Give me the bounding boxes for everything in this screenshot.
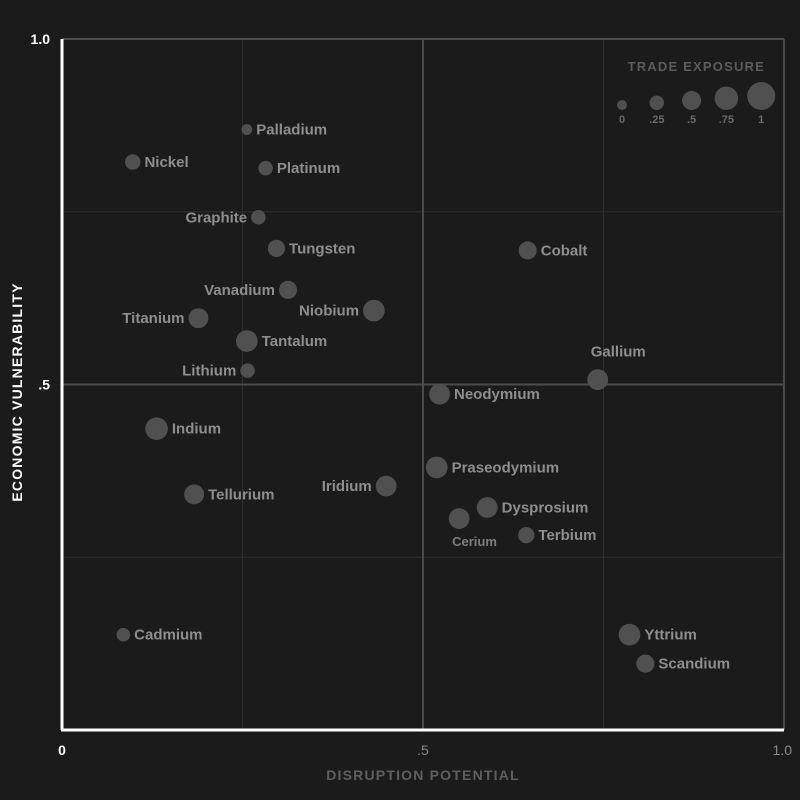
- legend-size-label: .75: [719, 114, 734, 126]
- y-tick-label: 1.0: [31, 31, 51, 47]
- data-point: [518, 526, 535, 544]
- legend-size-circle: [682, 91, 702, 110]
- legend-title: TRADE EXPOSURE: [628, 59, 765, 74]
- x-tick-label: .5: [417, 742, 429, 758]
- legend-size-circle: [714, 86, 739, 110]
- data-point: [240, 363, 255, 378]
- point-label: Gallium: [591, 343, 646, 360]
- point-label: Palladium: [256, 122, 327, 139]
- grid: [62, 38, 785, 730]
- point-label: Nickel: [144, 154, 188, 171]
- data-point: [251, 210, 266, 225]
- point-label: Neodymium: [454, 386, 540, 403]
- legend-size-circle: [649, 95, 665, 110]
- y-axis-title: ECONOMIC VULNERABILITY: [9, 282, 25, 501]
- data-point: [518, 241, 537, 260]
- data-point: [618, 623, 641, 646]
- x-tick-label: 1.0: [773, 742, 793, 758]
- data-points: [116, 124, 655, 673]
- point-label: Yttrium: [644, 627, 697, 644]
- x-tick-label: 0: [58, 742, 66, 758]
- data-point: [188, 308, 209, 329]
- point-label: Cadmium: [134, 627, 202, 644]
- legend-size-label: 1: [758, 114, 764, 126]
- data-point: [145, 417, 168, 441]
- legend-size-label: .25: [649, 114, 664, 126]
- data-point: [448, 508, 470, 529]
- y-tick-label: .5: [38, 377, 50, 393]
- point-label: Niobium: [299, 303, 359, 320]
- point-label: Dysprosium: [502, 499, 589, 516]
- axes: .5 1.0 0 .5 1.0: [31, 31, 793, 758]
- point-label: Vanadium: [204, 282, 275, 299]
- legend-size-circle: [617, 100, 627, 110]
- data-point: [375, 475, 397, 497]
- point-label: Tellurium: [208, 486, 274, 503]
- point-label: Platinum: [277, 160, 340, 177]
- point-label: Cerium: [452, 534, 497, 549]
- point-label: Praseodymium: [452, 459, 560, 476]
- point-label: Titanium: [122, 310, 184, 327]
- point-label: Graphite: [185, 209, 247, 226]
- point-label: Tantalum: [262, 333, 328, 350]
- point-label: Iridium: [322, 478, 372, 495]
- data-point: [429, 383, 451, 405]
- point-label: Terbium: [538, 527, 596, 544]
- legend-size-circle: [747, 82, 776, 110]
- point-label: Tungsten: [289, 240, 355, 257]
- data-point: [267, 239, 286, 257]
- data-point: [363, 299, 385, 322]
- point-label: Scandium: [658, 656, 730, 673]
- size-legend: TRADE EXPOSURE 0 .25 .5 .75 1: [617, 59, 776, 126]
- legend-size-label: 0: [619, 114, 625, 126]
- point-label: Cobalt: [541, 242, 588, 259]
- legend-size-label: .5: [687, 114, 696, 126]
- point-label: Indium: [172, 421, 221, 438]
- data-point: [125, 154, 141, 170]
- data-point: [425, 456, 448, 479]
- point-label: Lithium: [182, 363, 236, 380]
- data-point: [258, 160, 273, 176]
- data-point: [636, 654, 655, 673]
- data-point: [241, 124, 253, 135]
- data-point: [235, 330, 258, 352]
- data-point: [476, 497, 498, 518]
- data-point: [116, 627, 131, 642]
- data-point: [587, 369, 609, 391]
- x-axis-title: DISRUPTION POTENTIAL: [326, 767, 520, 783]
- data-point: [278, 280, 298, 299]
- point-labels: Palladium Nickel Platinum Graphite Tungsten C…: [122, 122, 730, 673]
- data-point: [184, 484, 205, 505]
